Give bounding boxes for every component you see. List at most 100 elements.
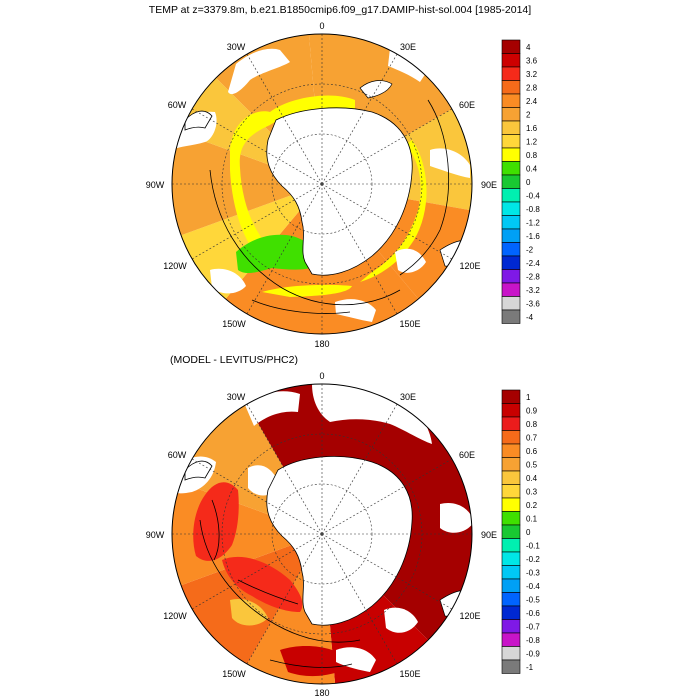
colorbar-label: -0.8	[526, 636, 540, 645]
colorbar-box-12	[501, 551, 521, 566]
antarctica-outline	[266, 456, 413, 626]
colorbar-box-15	[501, 592, 521, 607]
colorbar-box-5	[501, 107, 521, 122]
diff-red-patch-southwest	[222, 556, 303, 612]
colorbar-box-1	[501, 53, 521, 68]
colorbar-box-3	[501, 430, 521, 445]
colorbar-label: 0.7	[526, 433, 538, 442]
meridian-240	[191, 533, 323, 610]
colorbar-label: -3.6	[526, 299, 540, 308]
graticule	[172, 384, 472, 684]
model-field-layer	[172, 34, 472, 334]
colorbar-box-12	[501, 201, 521, 216]
colorbar-label: 0.8	[526, 151, 538, 160]
missing-patch	[440, 503, 472, 533]
colorbar-label: 3.6	[526, 56, 538, 65]
contour-line	[199, 519, 361, 643]
south-america-tip	[184, 110, 213, 131]
model-colorbar: 4 3.6 3.2 2.8 2.4 2 1.6 1.2 0.8 0.4 0 -0.4 -0.8 -1.2 -…	[501, 39, 540, 324]
lon-label-150e: 150E	[399, 319, 420, 329]
meridian-150	[321, 183, 398, 315]
missing-patch	[388, 48, 428, 82]
graticule	[172, 34, 472, 334]
meridian-120	[321, 533, 453, 610]
colorbar-label: 2.4	[526, 97, 538, 106]
colorbar-label: -3.2	[526, 286, 540, 295]
colorbar-label: -1	[526, 663, 534, 672]
colorbar-label: -0.8	[526, 205, 540, 214]
colorbar-box-13	[501, 565, 521, 580]
colorbar-label: 0.1	[526, 514, 538, 523]
lon-label-30w: 30W	[227, 42, 246, 52]
colorbar-label: 1.2	[526, 137, 538, 146]
figure-title: TEMP at z=3379.8m, b.e21.B1850cmip6.f09_…	[149, 4, 531, 16]
meridian-210	[246, 183, 323, 315]
lon-label-90w: 90W	[146, 180, 165, 190]
lon-label-60w: 60W	[168, 450, 187, 460]
colorbar-box-8	[501, 497, 521, 512]
meridian-300	[191, 458, 323, 535]
colorbar-label: -2.4	[526, 259, 540, 268]
colorbar-label: 0.3	[526, 487, 538, 496]
colorbar-box-8	[501, 147, 521, 162]
meridian-120	[321, 183, 453, 260]
model-yellow-strip-south	[262, 284, 352, 297]
meridian-30	[321, 53, 398, 185]
colorbar-label: 0	[526, 528, 531, 537]
colorbar-box-7	[501, 134, 521, 149]
colorbar-label: -0.6	[526, 609, 540, 618]
colorbar-box-16	[501, 255, 521, 270]
colorbar-box-20	[501, 309, 521, 324]
missing-patch	[384, 607, 418, 633]
colorbar-box-2	[501, 416, 521, 431]
lon-label-0: 0	[319, 21, 324, 31]
lon-label-120w: 120W	[163, 611, 187, 621]
meridian-210	[246, 533, 323, 665]
lon-label-150e: 150E	[399, 669, 420, 679]
colorbar-label: 0.5	[526, 460, 538, 469]
lon-label-120w: 120W	[163, 261, 187, 271]
lon-label-30e: 30E	[400, 42, 416, 52]
colorbar-box-5	[501, 457, 521, 472]
colorbar-box-4	[501, 443, 521, 458]
lon-label-30w: 30W	[227, 392, 246, 402]
colorbar-label: -0.4	[526, 582, 540, 591]
lon-label-150w: 150W	[222, 319, 246, 329]
missing-patch	[430, 148, 470, 178]
lon-label-0: 0	[319, 371, 324, 381]
colorbar-label: 0.6	[526, 447, 538, 456]
colorbar-label: -0.5	[526, 595, 540, 604]
colorbar-label: -1.2	[526, 218, 540, 227]
colorbar-box-13	[501, 215, 521, 230]
colorbar-label: -0.3	[526, 568, 540, 577]
lon-label-180: 180	[314, 339, 329, 349]
colorbar-box-9	[501, 161, 521, 176]
colorbar-label: 0.4	[526, 164, 538, 173]
colorbar-box-20	[501, 659, 521, 674]
colorbar-box-10	[501, 524, 521, 539]
lon-label-90w: 90W	[146, 530, 165, 540]
colorbar-label: 0.8	[526, 420, 538, 429]
lon-label-60e: 60E	[459, 100, 475, 110]
longitude-labels: 0 30E 60E 90E 120E 150E 180 150W 120W 90…	[146, 371, 497, 698]
colorbar-label: -0.4	[526, 191, 540, 200]
difference-colorbar: 1 0.9 0.8 0.7 0.6 0.5 0.4 0.3 0.2 0.1 0 -0.1 -0.2 -0.…	[501, 389, 540, 674]
model-minus-levitus-map: 0 30E 60E 90E 120E 150E 180 150W 120W 90…	[146, 371, 497, 698]
missing-patch	[312, 384, 432, 444]
colorbar-box-10	[501, 174, 521, 189]
colorbar-box-14	[501, 228, 521, 243]
antarctica-outline	[266, 107, 413, 276]
colorbar-box-3	[501, 80, 521, 95]
colorbar-box-16	[501, 605, 521, 620]
colorbar-box-0	[501, 389, 521, 404]
lon-label-180: 180	[314, 688, 329, 698]
lon-label-150w: 150W	[222, 669, 246, 679]
colorbar-box-2	[501, 66, 521, 81]
lon-label-60e: 60E	[459, 450, 475, 460]
colorbar-box-19	[501, 646, 521, 661]
colorbar-box-1	[501, 403, 521, 418]
meridian-240	[191, 183, 323, 260]
colorbar-label: -2	[526, 245, 534, 254]
colorbar-label: 2.8	[526, 83, 538, 92]
colorbar-label: 2	[526, 110, 531, 119]
